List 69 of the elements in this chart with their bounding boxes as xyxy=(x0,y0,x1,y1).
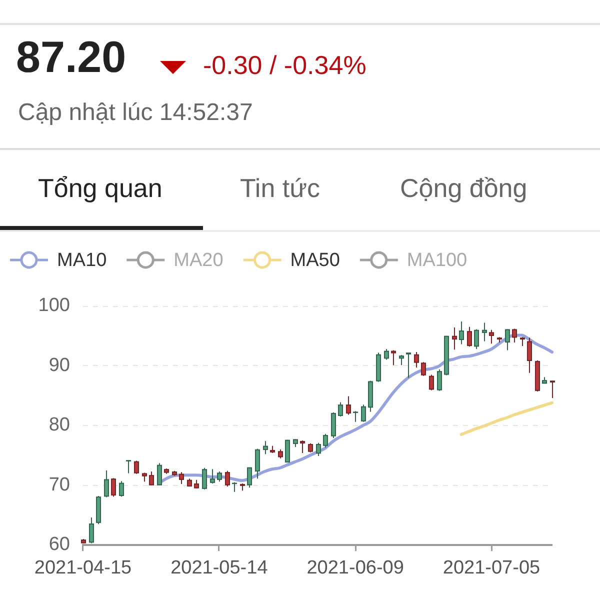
candlestick xyxy=(527,337,532,374)
text: -0.30 / -0.34% xyxy=(203,50,366,81)
candlestick xyxy=(316,442,321,456)
y-tick-label: 80 xyxy=(48,414,70,436)
candlestick xyxy=(346,396,351,416)
candlestick xyxy=(149,471,154,486)
text: Cộng đồng xyxy=(400,173,528,204)
legend-label: MA20 xyxy=(174,250,224,272)
legend-label: MA50 xyxy=(290,250,340,272)
text: Tổng quan xyxy=(38,173,162,204)
x-tick-label: 2021-07-05 xyxy=(442,558,540,579)
candlestick xyxy=(210,468,215,484)
candlestick xyxy=(459,321,464,345)
chart-subtitle: Cập nhật lúc 14:52:37 xyxy=(18,99,253,127)
candlestick xyxy=(111,478,116,498)
candlestick xyxy=(126,460,131,474)
candlestick xyxy=(414,352,419,368)
candlestick xyxy=(232,482,237,492)
candlestick xyxy=(437,368,442,392)
candlestick xyxy=(406,352,411,378)
y-tick-label: 90 xyxy=(48,354,70,376)
x-tick-label: 2021-04-15 xyxy=(34,558,132,579)
candlestick xyxy=(474,328,479,350)
candlestick xyxy=(505,328,510,351)
candlestick xyxy=(384,348,389,360)
candlestick xyxy=(134,460,139,474)
candlestick xyxy=(179,472,184,485)
candlestick xyxy=(96,496,101,525)
candlestick xyxy=(376,352,381,382)
candlestick xyxy=(391,350,396,366)
candlestick xyxy=(512,328,517,343)
candlestick xyxy=(285,439,290,464)
candlestick xyxy=(300,440,305,454)
candlestick xyxy=(550,380,555,399)
candlestick xyxy=(331,412,336,439)
candlestick xyxy=(89,517,94,544)
candlestick xyxy=(104,470,109,498)
y-tick-label: 60 xyxy=(48,534,70,556)
candlestick xyxy=(535,360,540,392)
legend-label: MA100 xyxy=(406,250,468,272)
candlestick xyxy=(353,410,358,422)
candlestick xyxy=(368,380,373,412)
x-tick-label: 2021-06-09 xyxy=(306,558,404,579)
y-tick-label: 100 xyxy=(38,295,70,316)
candlestick xyxy=(263,440,268,455)
candlestick xyxy=(429,374,434,391)
line-series xyxy=(460,401,554,436)
chart-title: 87.20 xyxy=(16,33,126,84)
candlestick xyxy=(323,433,328,448)
candlestick xyxy=(217,471,222,482)
candlestick xyxy=(202,467,207,490)
candlestick xyxy=(225,470,230,487)
candlestick xyxy=(444,335,449,376)
candlestick xyxy=(489,329,494,344)
candlestick xyxy=(119,480,124,498)
candlestick xyxy=(361,404,366,422)
candlestick xyxy=(399,354,404,366)
candlestick xyxy=(255,448,260,480)
legend-label: MA10 xyxy=(57,250,107,272)
y-tick-label: 70 xyxy=(48,474,70,496)
candlestick xyxy=(157,462,162,486)
candlestick xyxy=(452,327,457,350)
x-tick-label: 2021-05-14 xyxy=(170,558,268,579)
candlestick xyxy=(467,326,472,348)
text: Tin tức xyxy=(240,173,320,204)
candlestick xyxy=(482,322,487,342)
candlestick xyxy=(247,466,252,488)
candlestick xyxy=(338,402,343,418)
candlestick xyxy=(421,362,426,376)
